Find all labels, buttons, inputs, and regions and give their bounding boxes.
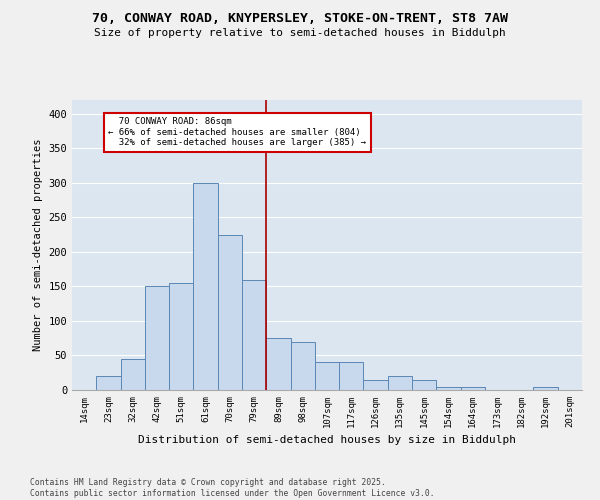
- Bar: [169, 283, 193, 390]
- Y-axis label: Number of semi-detached properties: Number of semi-detached properties: [33, 138, 43, 352]
- Text: Size of property relative to semi-detached houses in Biddulph: Size of property relative to semi-detach…: [94, 28, 506, 38]
- Bar: [388, 376, 412, 390]
- Bar: [290, 342, 315, 390]
- Bar: [461, 386, 485, 390]
- X-axis label: Distribution of semi-detached houses by size in Biddulph: Distribution of semi-detached houses by …: [138, 436, 516, 446]
- Text: 70 CONWAY ROAD: 86sqm
← 66% of semi-detached houses are smaller (804)
  32% of s: 70 CONWAY ROAD: 86sqm ← 66% of semi-deta…: [109, 118, 367, 147]
- Text: Contains HM Land Registry data © Crown copyright and database right 2025.
Contai: Contains HM Land Registry data © Crown c…: [30, 478, 434, 498]
- Bar: [218, 234, 242, 390]
- Bar: [145, 286, 169, 390]
- Bar: [193, 183, 218, 390]
- Bar: [121, 359, 145, 390]
- Bar: [364, 380, 388, 390]
- Bar: [96, 376, 121, 390]
- Bar: [266, 338, 290, 390]
- Bar: [533, 386, 558, 390]
- Bar: [436, 386, 461, 390]
- Bar: [315, 362, 339, 390]
- Bar: [339, 362, 364, 390]
- Bar: [412, 380, 436, 390]
- Bar: [242, 280, 266, 390]
- Text: 70, CONWAY ROAD, KNYPERSLEY, STOKE-ON-TRENT, ST8 7AW: 70, CONWAY ROAD, KNYPERSLEY, STOKE-ON-TR…: [92, 12, 508, 26]
